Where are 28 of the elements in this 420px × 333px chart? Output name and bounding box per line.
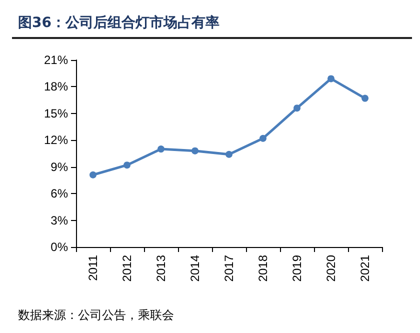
y-tick-label: 0% — [50, 240, 68, 254]
x-tick-label: 2018 — [256, 254, 270, 282]
point — [90, 171, 96, 178]
x-tick-label: 2011 — [86, 254, 100, 281]
x-tick-label: 2019 — [290, 254, 304, 282]
y-tick-label: 12% — [44, 133, 68, 148]
x-tick-label: 2021 — [358, 254, 372, 282]
chart-title: 图36：公司后组合灯市场占有率 — [18, 14, 220, 31]
x-tick-label: 2014 — [188, 254, 202, 282]
y-tick-label: 3% — [50, 213, 68, 228]
point — [362, 94, 368, 102]
point — [260, 134, 266, 142]
y-tick-label: 15% — [44, 106, 68, 120]
y-tick-label: 6% — [50, 186, 68, 201]
x-tick-label: 2020 — [324, 254, 338, 282]
point — [294, 104, 300, 112]
y-tick-label: 9% — [50, 160, 68, 174]
x-tick-label: 2017 — [222, 254, 236, 282]
y-tick-label: 18% — [44, 80, 68, 94]
point — [226, 150, 232, 158]
y-tick-label: 21% — [44, 53, 68, 67]
point — [158, 146, 164, 153]
point — [124, 162, 130, 169]
point — [192, 147, 198, 154]
x-tick-label: 2013 — [154, 254, 168, 282]
source-note: 数据来源：公司公告，乘联会 — [18, 308, 174, 322]
x-tick-label: 2012 — [120, 254, 134, 282]
point — [328, 75, 334, 82]
